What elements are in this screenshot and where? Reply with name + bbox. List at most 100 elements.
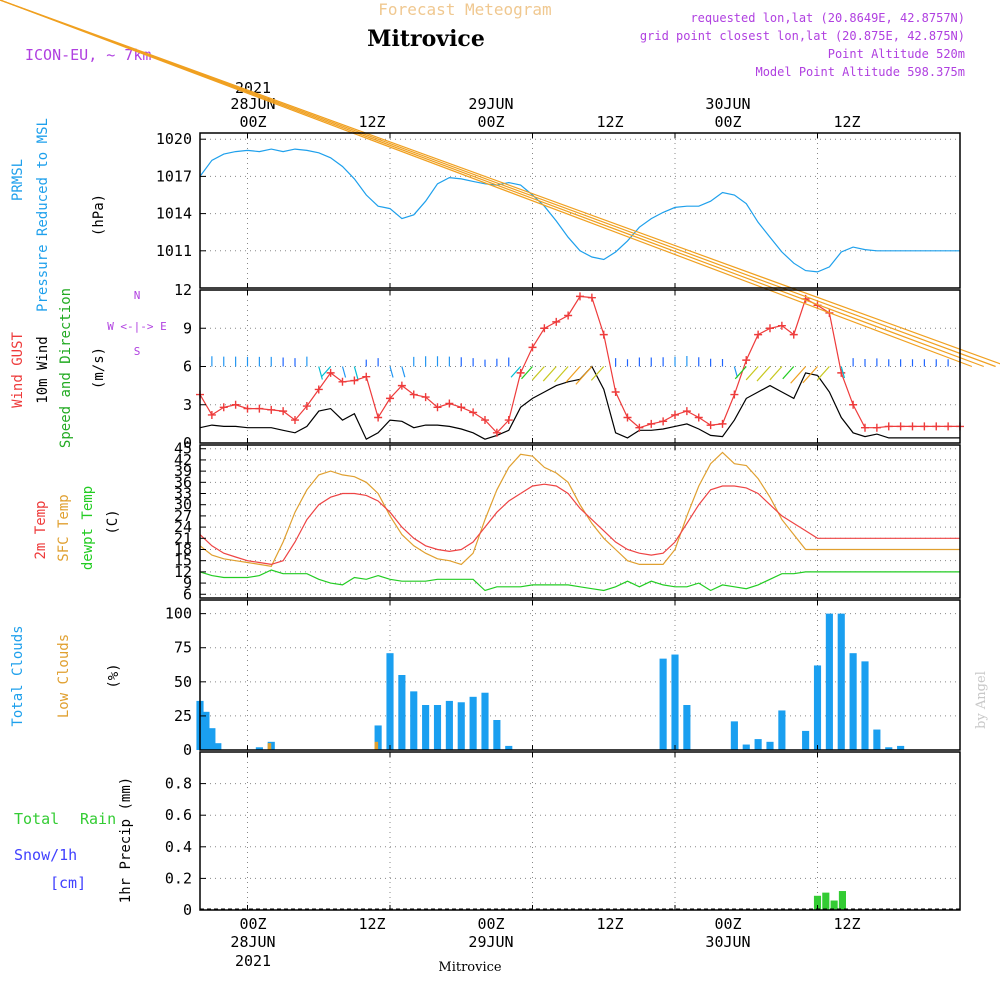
gust-marker [623, 413, 632, 422]
bottom-hour-4: 00Z [714, 915, 741, 933]
total-cloud-bar [885, 747, 893, 750]
y-tick-label: 18 [174, 540, 192, 558]
pressure-label: PRMSL [10, 159, 26, 201]
wind-arrow [782, 366, 795, 380]
gust-marker [279, 407, 288, 416]
credit-label: by Angel [974, 671, 989, 729]
gust-label: Wind GUST [10, 332, 26, 408]
gust-marker [469, 408, 478, 417]
total-cloud-bar [730, 721, 738, 750]
gust-marker [528, 343, 537, 352]
total-cloud-bar [766, 741, 774, 750]
y-tick-label: 1020 [156, 130, 192, 148]
gust-marker [374, 413, 383, 422]
total-cloud-bar [481, 692, 489, 750]
rain-bar [830, 900, 838, 910]
low-clouds-label: Low Clouds [56, 634, 72, 718]
forecast-title: Forecast Meteogram [378, 0, 551, 19]
total-cloud-bar [683, 705, 691, 750]
gust-marker [908, 422, 917, 431]
total-cloud-bar [433, 705, 442, 750]
wind-arrow [0, 0, 984, 368]
bottom-year-label: 2021 [235, 952, 271, 970]
gust-marker [516, 368, 525, 377]
gust-marker [730, 390, 739, 399]
gust-marker [445, 399, 454, 408]
y-tick-label: 0 [183, 434, 192, 452]
top-hour-4: 00Z [714, 113, 741, 131]
wind-arrow [542, 366, 557, 382]
total-cloud-bar [837, 613, 845, 750]
wind-arrow [318, 366, 323, 380]
gust-marker [576, 292, 584, 301]
gust-marker [635, 423, 644, 432]
wind-arrow [575, 366, 593, 385]
bottom-date-29jun: 29JUN [468, 933, 513, 951]
gust-marker [849, 400, 858, 409]
total-cloud-bar [214, 743, 222, 750]
point-altitude: Point Altitude 520m [828, 47, 965, 61]
top-date-30jun: 30JUN [705, 95, 750, 113]
wind-arrow [816, 366, 830, 381]
gust-marker [207, 410, 216, 419]
gust-marker [599, 330, 608, 339]
gust-marker [766, 324, 774, 333]
total-cloud-bar [659, 658, 667, 750]
total-cloud-bar [445, 700, 453, 750]
gust-marker [872, 423, 881, 432]
gust-marker [219, 403, 228, 412]
precip-axis-label: 1hr Precip (mm) [118, 777, 134, 903]
y-tick-label: 9 [183, 319, 192, 337]
dewpoint-line [199, 569, 960, 592]
y-tick-label: 42 [174, 451, 192, 469]
total-cloud-bar [813, 665, 822, 750]
temp-unit: (C) [105, 509, 121, 534]
gust-marker [540, 324, 549, 333]
total-cloud-bar [505, 745, 513, 750]
wind-arrow [320, 366, 332, 378]
y-tick-label: 12 [174, 563, 192, 581]
gust-marker [314, 385, 323, 394]
total-cloud-bar [897, 745, 905, 750]
total-cloud-bar [386, 653, 394, 750]
bottom-date-30jun: 30JUN [705, 933, 750, 951]
gust-marker [754, 330, 763, 339]
gust-marker [564, 311, 573, 320]
location-title: Mitrovice [367, 26, 485, 52]
total-cloud-bar [778, 710, 786, 750]
wind-dir-label: Speed and Direction [58, 288, 74, 448]
wind-arrow [769, 366, 783, 381]
gust-marker [231, 400, 240, 409]
y-tick-label: 24 [174, 518, 192, 536]
gust-marker [659, 417, 668, 426]
gust-marker [718, 419, 727, 428]
snow-label: Snow/1h [14, 846, 77, 864]
y-tick-label: 33 [174, 485, 192, 503]
gust-marker [457, 403, 466, 412]
gust-marker [302, 402, 311, 411]
clouds-unit: (%) [106, 663, 122, 688]
total-cloud-bar [457, 702, 465, 750]
total-cloud-bar [849, 653, 857, 750]
y-tick-label: 0.8 [165, 775, 192, 793]
wind-arrow [521, 366, 533, 380]
gust-marker [481, 416, 489, 425]
panel-frame-precip [199, 751, 961, 911]
wind-arrow [590, 366, 605, 381]
rain-bar [838, 891, 846, 910]
wind-arrow [353, 366, 359, 380]
gust-marker [944, 422, 953, 431]
model-altitude: Model Point Altitude 598.375m [755, 65, 965, 79]
snow-unit-label: [cm] [50, 874, 86, 892]
total-cloud-bar [754, 739, 762, 750]
total-cloud-bar [374, 725, 382, 750]
gust-marker [694, 413, 703, 422]
rain-bar [813, 895, 822, 910]
y-tick-label: 36 [174, 473, 192, 491]
y-tick-label: 45 [174, 440, 192, 458]
wind-arrow [389, 366, 394, 378]
wind-label: 10m Wind [35, 336, 51, 403]
gust-marker [896, 422, 905, 431]
total-cloud-bar [671, 654, 679, 750]
